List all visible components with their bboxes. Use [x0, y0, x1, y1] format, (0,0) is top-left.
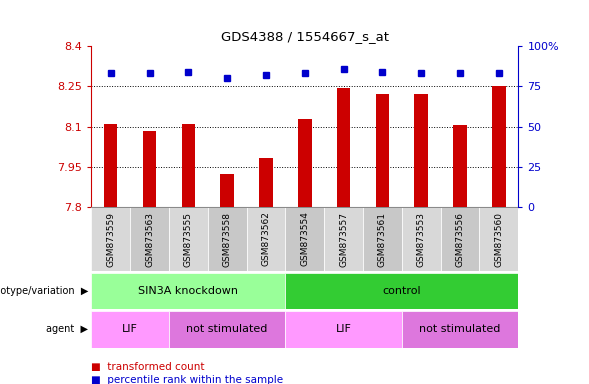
- Bar: [492, 86, 506, 207]
- Text: GSM873561: GSM873561: [378, 212, 387, 266]
- Bar: [259, 157, 273, 207]
- Title: GDS4388 / 1554667_s_at: GDS4388 / 1554667_s_at: [221, 30, 389, 43]
- Text: GSM873555: GSM873555: [184, 212, 193, 266]
- Bar: [91, 273, 286, 309]
- Bar: [220, 174, 234, 207]
- Bar: [415, 94, 428, 207]
- Bar: [324, 207, 363, 271]
- Text: GSM873557: GSM873557: [339, 212, 348, 266]
- Bar: [363, 207, 402, 271]
- Bar: [181, 124, 195, 207]
- Bar: [286, 273, 518, 309]
- Bar: [337, 88, 350, 207]
- Text: GSM873554: GSM873554: [300, 212, 309, 266]
- Text: ■  percentile rank within the sample: ■ percentile rank within the sample: [91, 375, 283, 384]
- Text: GSM873559: GSM873559: [106, 212, 115, 266]
- Bar: [286, 311, 402, 348]
- Text: GSM873562: GSM873562: [262, 212, 270, 266]
- Bar: [286, 207, 324, 271]
- Bar: [402, 311, 518, 348]
- Bar: [479, 207, 518, 271]
- Bar: [91, 207, 130, 271]
- Bar: [298, 119, 312, 207]
- Bar: [441, 207, 479, 271]
- Text: GSM873553: GSM873553: [417, 212, 426, 266]
- Text: agent  ▶: agent ▶: [47, 324, 88, 334]
- Bar: [143, 131, 156, 207]
- Text: SIN3A knockdown: SIN3A knockdown: [138, 286, 239, 296]
- Text: LIF: LIF: [336, 324, 352, 334]
- Bar: [376, 94, 389, 207]
- Text: LIF: LIF: [122, 324, 138, 334]
- Text: not stimulated: not stimulated: [419, 324, 501, 334]
- Text: not stimulated: not stimulated: [187, 324, 268, 334]
- Bar: [104, 124, 117, 207]
- Bar: [91, 311, 169, 348]
- Bar: [247, 207, 286, 271]
- Bar: [402, 207, 441, 271]
- Bar: [130, 207, 169, 271]
- Bar: [169, 207, 208, 271]
- Text: GSM873556: GSM873556: [455, 212, 465, 266]
- Text: GSM873558: GSM873558: [223, 212, 231, 266]
- Text: GSM873560: GSM873560: [494, 212, 504, 266]
- Text: ■  transformed count: ■ transformed count: [91, 362, 205, 372]
- Text: control: control: [382, 286, 421, 296]
- Bar: [454, 125, 467, 207]
- Bar: [169, 311, 286, 348]
- Text: GSM873563: GSM873563: [145, 212, 154, 266]
- Bar: [208, 207, 247, 271]
- Text: genotype/variation  ▶: genotype/variation ▶: [0, 286, 88, 296]
